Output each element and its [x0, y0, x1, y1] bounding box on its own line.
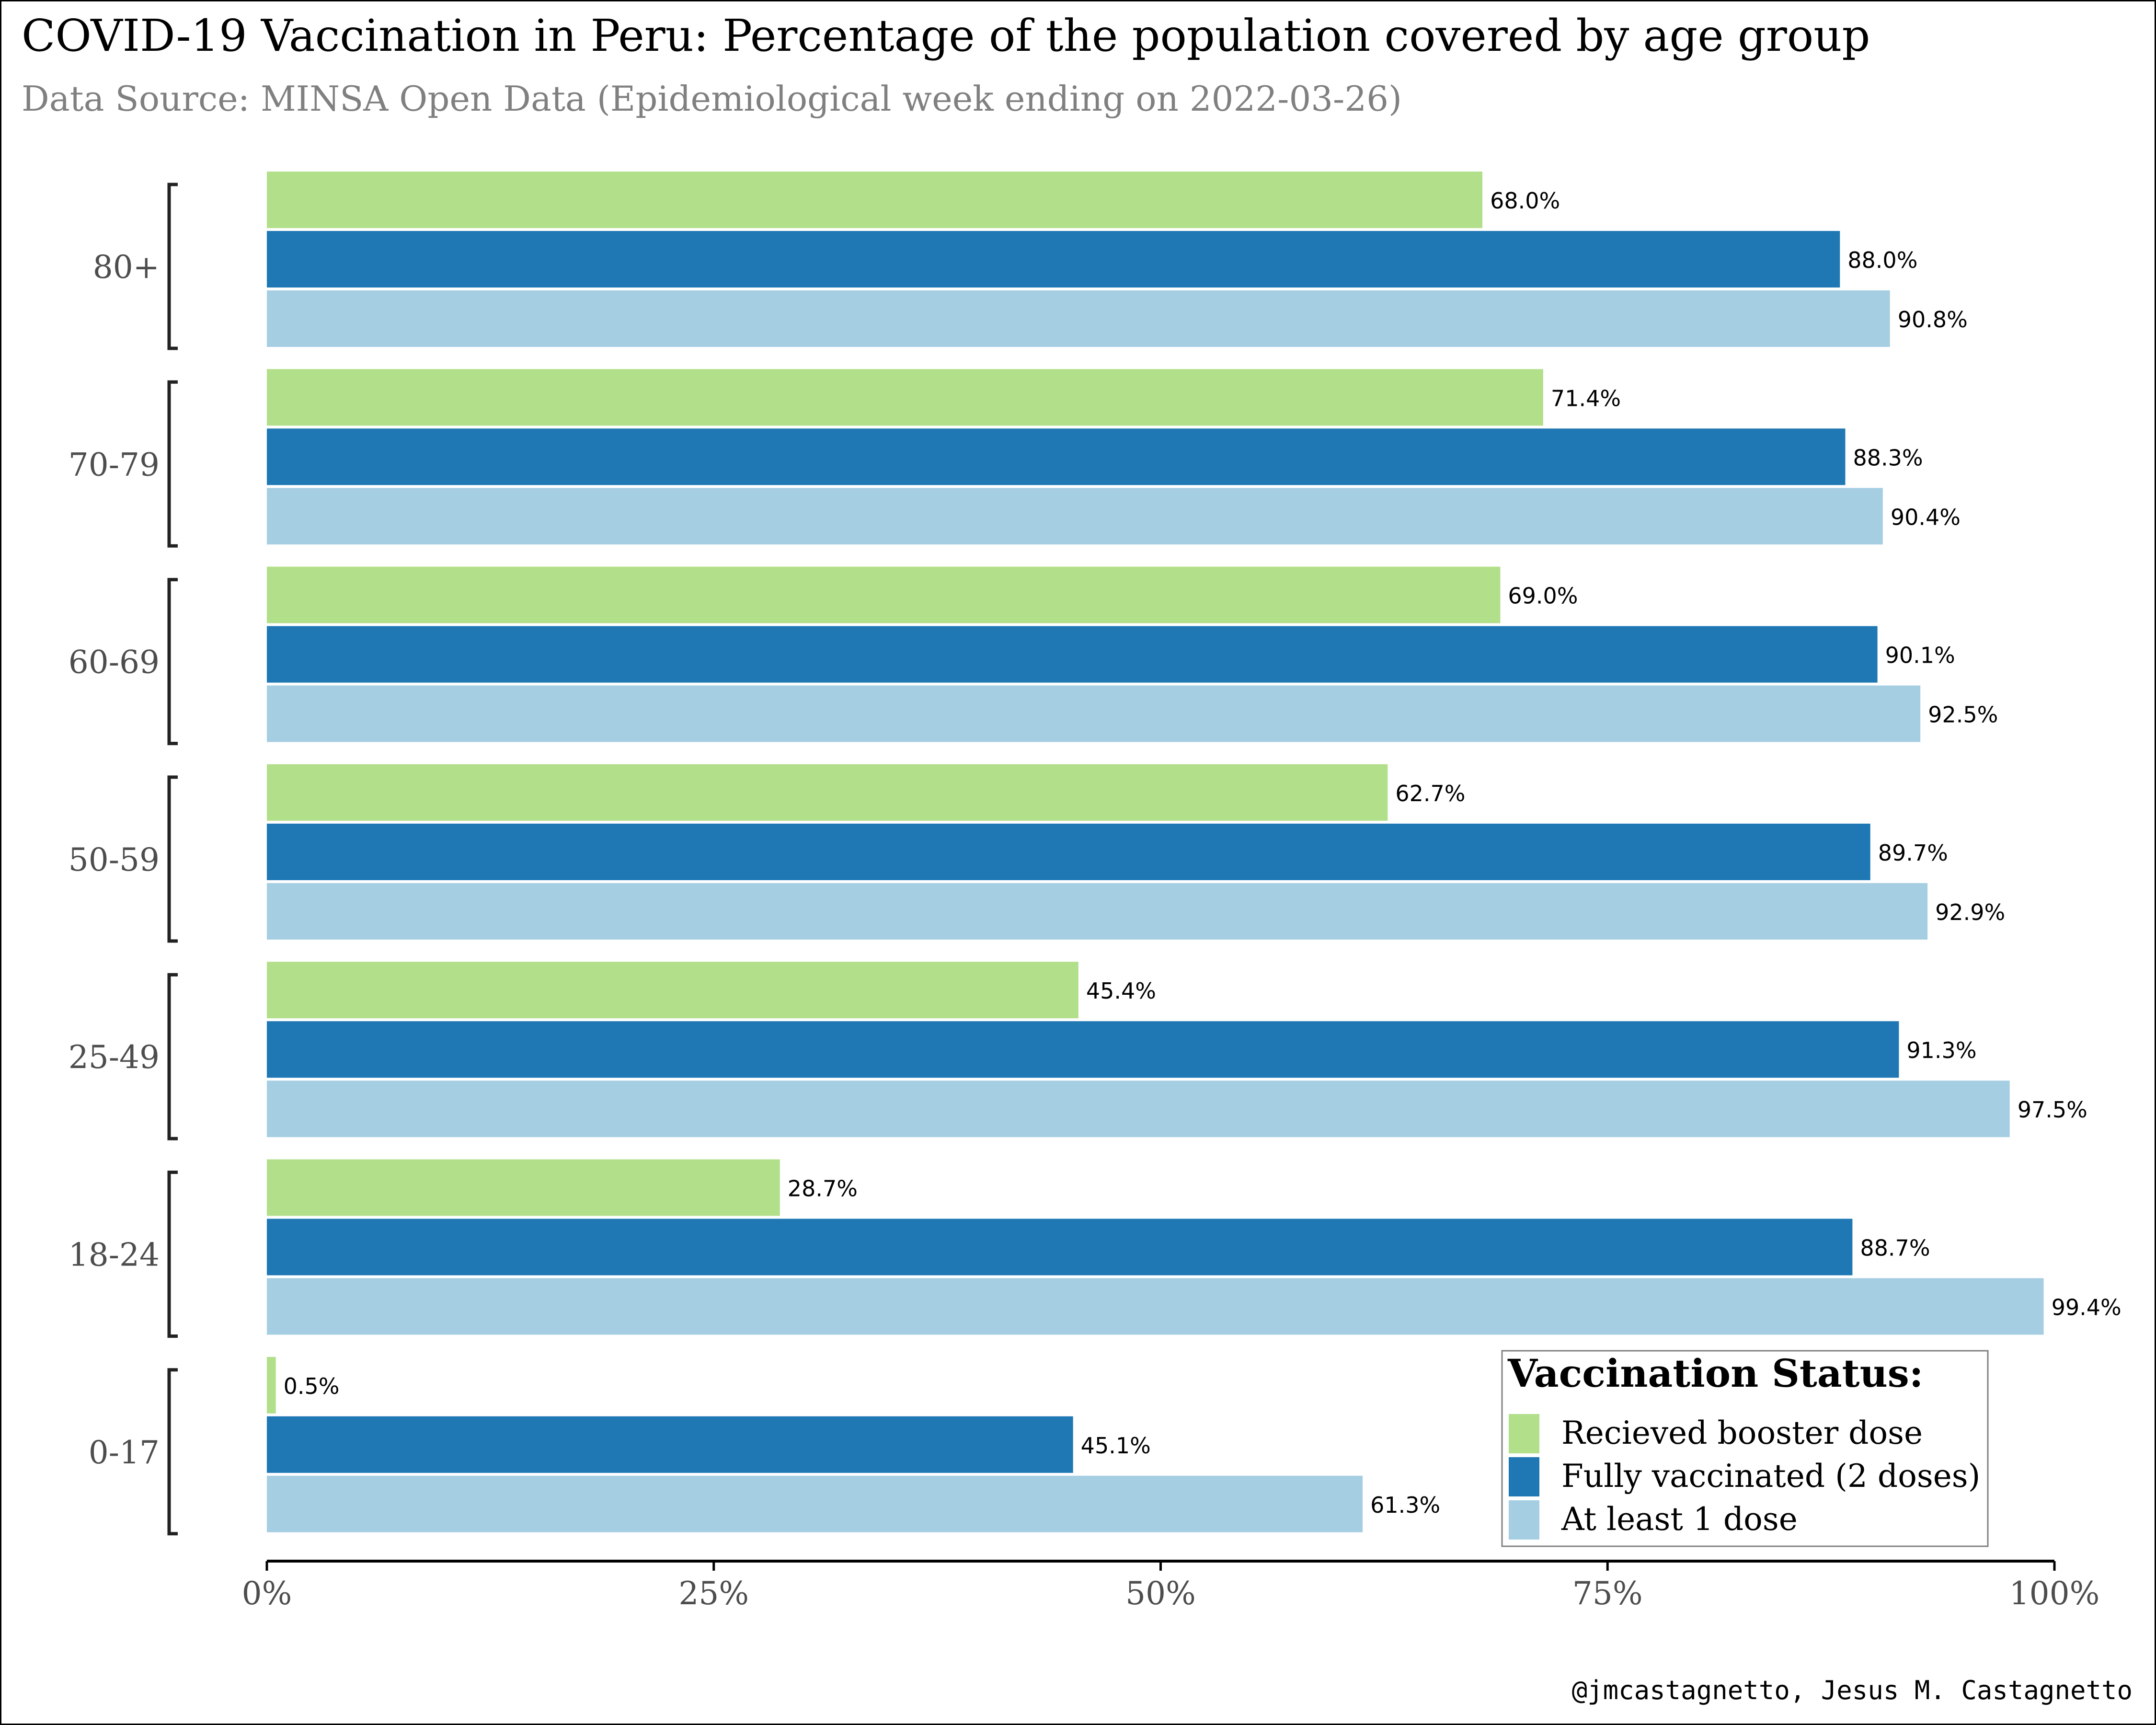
category-label: 25-49 — [69, 1039, 160, 1076]
bar-70-79-1 — [267, 369, 1543, 426]
legend-label: Fully vaccinated (2 doses) — [1561, 1458, 1980, 1495]
bar-value-label: 68.0% — [1490, 188, 1560, 214]
bar-value-label: 89.7% — [1878, 840, 1948, 866]
category-label: 60-69 — [69, 644, 160, 681]
bar-value-label: 90.8% — [1898, 307, 1968, 333]
legend-swatch — [1509, 1500, 1539, 1540]
bar-0-17-1 — [267, 1357, 276, 1414]
bar-value-label: 88.7% — [1860, 1235, 1930, 1261]
chart-subtitle: Data Source: MINSA Open Data (Epidemiolo… — [22, 79, 1402, 119]
plot-area: 68.0% 88.0% 90.8% 80+ 71.4% 88.3% 90.4% 70-79 69… — [69, 172, 2122, 1612]
bar-80+-3 — [267, 290, 1890, 347]
bar-18-24-2 — [267, 1219, 1853, 1276]
bar-50-59-3 — [267, 883, 1928, 940]
category-bracket — [167, 1171, 178, 1338]
bar-25-49-2 — [267, 1021, 1899, 1078]
category-label: 50-59 — [69, 841, 160, 878]
legend-label: Recieved booster dose — [1561, 1414, 1923, 1451]
bar-value-label: 92.9% — [1935, 899, 2005, 925]
bar-50-59-1 — [267, 764, 1388, 821]
bar-60-69-2 — [267, 626, 1878, 683]
bar-18-24-1 — [267, 1159, 780, 1216]
bar-60-69-1 — [267, 566, 1501, 623]
bar-value-label: 91.3% — [1906, 1037, 1976, 1063]
bar-70-79-2 — [267, 428, 1846, 485]
legend-box — [1501, 1350, 1989, 1547]
x-tick-label: 0% — [242, 1575, 292, 1612]
x-tick-label: 100% — [2009, 1575, 2100, 1612]
x-tick-label: 50% — [1125, 1575, 1196, 1612]
bar-value-label: 69.0% — [1508, 583, 1578, 609]
bar-value-label: 90.4% — [1891, 504, 1961, 530]
credit-caption: @jmcastagnetto, Jesus M. Castagnetto — [1572, 1675, 2133, 1705]
legend: Vaccination Status: Recieved booster dose… — [1501, 1350, 1989, 1547]
bar-60-69-3 — [267, 685, 1921, 742]
bar-value-label: 99.4% — [2052, 1295, 2122, 1321]
category-bracket — [167, 578, 178, 746]
legend-label: At least 1 dose — [1561, 1501, 1798, 1538]
bar-25-49-1 — [267, 962, 1078, 1019]
bar-value-label: 88.3% — [1853, 445, 1923, 471]
bar-80+-2 — [267, 231, 1840, 288]
bar-value-label: 92.5% — [1928, 702, 1998, 728]
bar-value-label: 62.7% — [1395, 781, 1465, 806]
bar-80+-1 — [267, 172, 1483, 228]
x-tick-label: 75% — [1572, 1575, 1643, 1612]
bar-value-label: 97.5% — [2018, 1097, 2087, 1123]
bar-value-label: 0.5% — [284, 1373, 340, 1399]
bar-value-label: 90.1% — [1885, 643, 1955, 668]
bar-value-label: 88.0% — [1847, 247, 1917, 273]
bar-value-label: 61.3% — [1370, 1492, 1440, 1518]
bar-value-label: 28.7% — [788, 1176, 858, 1202]
bar-value-label: 45.4% — [1086, 978, 1156, 1004]
x-tick-label: 25% — [678, 1575, 749, 1612]
category-bracket — [167, 380, 178, 548]
bar-value-label: 71.4% — [1551, 385, 1621, 411]
bar-value-label: 45.1% — [1081, 1433, 1151, 1459]
category-bracket — [167, 973, 178, 1140]
category-label: 0-17 — [89, 1434, 160, 1471]
category-bracket — [167, 1368, 178, 1536]
category-label: 80+ — [93, 249, 160, 286]
bar-0-17-2 — [267, 1416, 1073, 1473]
legend-title: Vaccination Status: — [1507, 1351, 1923, 1396]
bar-25-49-3 — [267, 1081, 2010, 1138]
bar-70-79-3 — [267, 488, 1883, 545]
category-label: 18-24 — [69, 1237, 160, 1274]
category-bracket — [167, 775, 178, 943]
category-bracket — [167, 183, 178, 350]
bar-0-17-3 — [267, 1475, 1363, 1532]
legend-swatch — [1509, 1457, 1539, 1496]
chart-title: COVID-19 Vaccination in Peru: Percentage… — [22, 10, 1870, 61]
legend-swatch — [1509, 1414, 1539, 1453]
bar-18-24-3 — [267, 1278, 2044, 1335]
category-label: 70-79 — [69, 446, 160, 483]
bar-50-59-2 — [267, 823, 1870, 880]
